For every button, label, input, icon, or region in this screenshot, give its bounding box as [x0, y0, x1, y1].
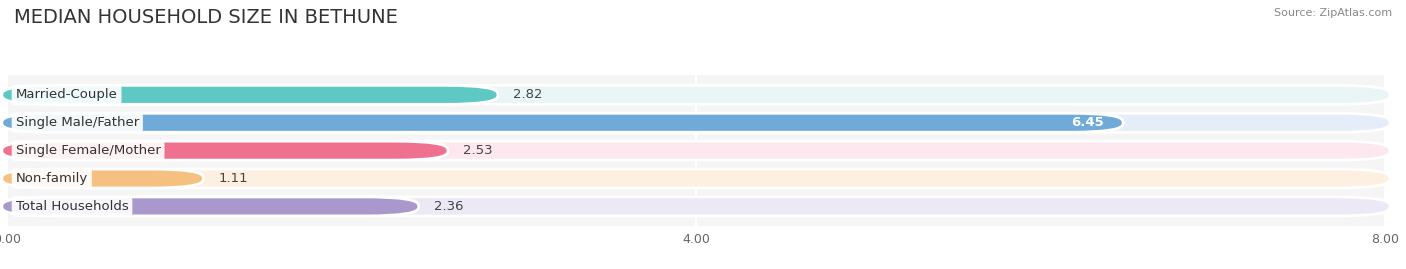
FancyBboxPatch shape: [1, 85, 498, 104]
FancyBboxPatch shape: [1, 113, 1123, 132]
FancyBboxPatch shape: [1, 197, 419, 216]
FancyBboxPatch shape: [1, 113, 1391, 132]
Text: 6.45: 6.45: [1071, 116, 1104, 129]
Text: Non-family: Non-family: [15, 172, 89, 185]
Text: Single Female/Mother: Single Female/Mother: [15, 144, 160, 157]
Text: Source: ZipAtlas.com: Source: ZipAtlas.com: [1274, 8, 1392, 18]
Text: 2.36: 2.36: [434, 200, 464, 213]
FancyBboxPatch shape: [1, 141, 449, 160]
FancyBboxPatch shape: [1, 85, 1391, 104]
FancyBboxPatch shape: [1, 197, 1391, 216]
Text: Total Households: Total Households: [15, 200, 128, 213]
FancyBboxPatch shape: [1, 141, 1391, 160]
FancyBboxPatch shape: [1, 169, 1391, 188]
Text: 1.11: 1.11: [219, 172, 249, 185]
Text: 2.53: 2.53: [464, 144, 494, 157]
Text: Single Male/Father: Single Male/Father: [15, 116, 139, 129]
Text: Married-Couple: Married-Couple: [15, 88, 118, 101]
FancyBboxPatch shape: [1, 169, 204, 188]
Text: MEDIAN HOUSEHOLD SIZE IN BETHUNE: MEDIAN HOUSEHOLD SIZE IN BETHUNE: [14, 8, 398, 27]
Text: 2.82: 2.82: [513, 88, 543, 101]
